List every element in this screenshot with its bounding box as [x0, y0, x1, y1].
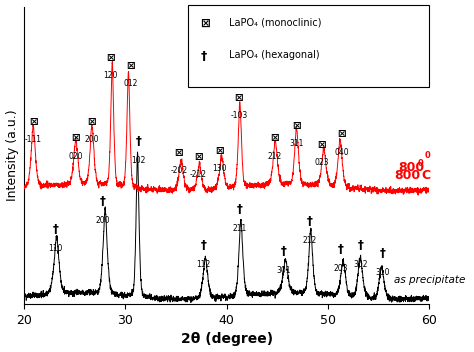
Text: 0: 0	[418, 159, 423, 168]
Text: 212: 212	[302, 236, 317, 245]
Text: †: †	[201, 50, 207, 63]
Text: †: †	[100, 195, 106, 208]
Text: ⊠: ⊠	[318, 139, 326, 150]
Text: 310: 310	[375, 268, 390, 277]
Text: LaPO₄ (hexagonal): LaPO₄ (hexagonal)	[228, 50, 319, 60]
Text: 112: 112	[196, 260, 210, 269]
Text: 012: 012	[123, 79, 137, 88]
X-axis label: 2θ (degree): 2θ (degree)	[181, 332, 273, 346]
Text: ⊠: ⊠	[175, 147, 183, 158]
Text: ⊠: ⊠	[72, 133, 80, 144]
Text: 130: 130	[212, 164, 227, 172]
Text: 0: 0	[424, 151, 430, 160]
Text: ⊠: ⊠	[215, 145, 224, 156]
Text: ⊠: ⊠	[201, 17, 210, 30]
Text: †: †	[53, 223, 58, 236]
Text: C: C	[421, 169, 430, 182]
Text: 311: 311	[289, 139, 304, 149]
Y-axis label: Intensity (a.u.): Intensity (a.u.)	[6, 110, 18, 201]
Text: †: †	[338, 243, 344, 256]
Text: ⊠: ⊠	[88, 118, 96, 127]
Text: 800: 800	[394, 169, 420, 182]
Text: -202: -202	[171, 165, 188, 175]
Text: -103: -103	[230, 111, 247, 120]
Text: 200: 200	[96, 216, 110, 225]
Text: 302: 302	[353, 260, 368, 269]
Text: 020: 020	[69, 151, 83, 161]
Text: 120: 120	[103, 71, 118, 80]
Text: 023: 023	[315, 158, 329, 166]
Text: †: †	[380, 247, 385, 260]
Text: 211: 211	[233, 224, 247, 233]
Text: 203: 203	[334, 264, 348, 273]
Text: 212: 212	[267, 151, 282, 161]
Text: ⊠: ⊠	[126, 61, 135, 71]
Text: 800: 800	[398, 161, 424, 174]
Text: †: †	[307, 215, 313, 228]
Text: ⊠: ⊠	[194, 152, 203, 162]
Text: -212: -212	[190, 170, 207, 178]
Text: ⊠: ⊠	[29, 118, 37, 127]
Text: 102: 102	[131, 156, 146, 164]
Text: 110: 110	[48, 244, 63, 253]
Text: †: †	[201, 239, 206, 252]
Text: -111: -111	[25, 136, 42, 144]
Text: †: †	[136, 134, 142, 147]
Text: as precipitate: as precipitate	[394, 275, 465, 285]
Text: 040: 040	[335, 147, 349, 157]
Text: ⊠: ⊠	[292, 121, 301, 131]
Text: †: †	[237, 203, 243, 216]
Text: ⊠: ⊠	[106, 53, 115, 63]
Text: ⊠: ⊠	[338, 130, 346, 139]
Text: 200: 200	[85, 136, 99, 144]
Text: †: †	[281, 245, 286, 258]
Text: LaPO₄ (monoclinic): LaPO₄ (monoclinic)	[228, 17, 321, 27]
Text: †: †	[357, 239, 363, 252]
Text: ⊠: ⊠	[270, 133, 279, 144]
FancyBboxPatch shape	[188, 5, 429, 87]
Text: ⊠: ⊠	[235, 93, 243, 103]
Text: 301: 301	[276, 266, 291, 275]
